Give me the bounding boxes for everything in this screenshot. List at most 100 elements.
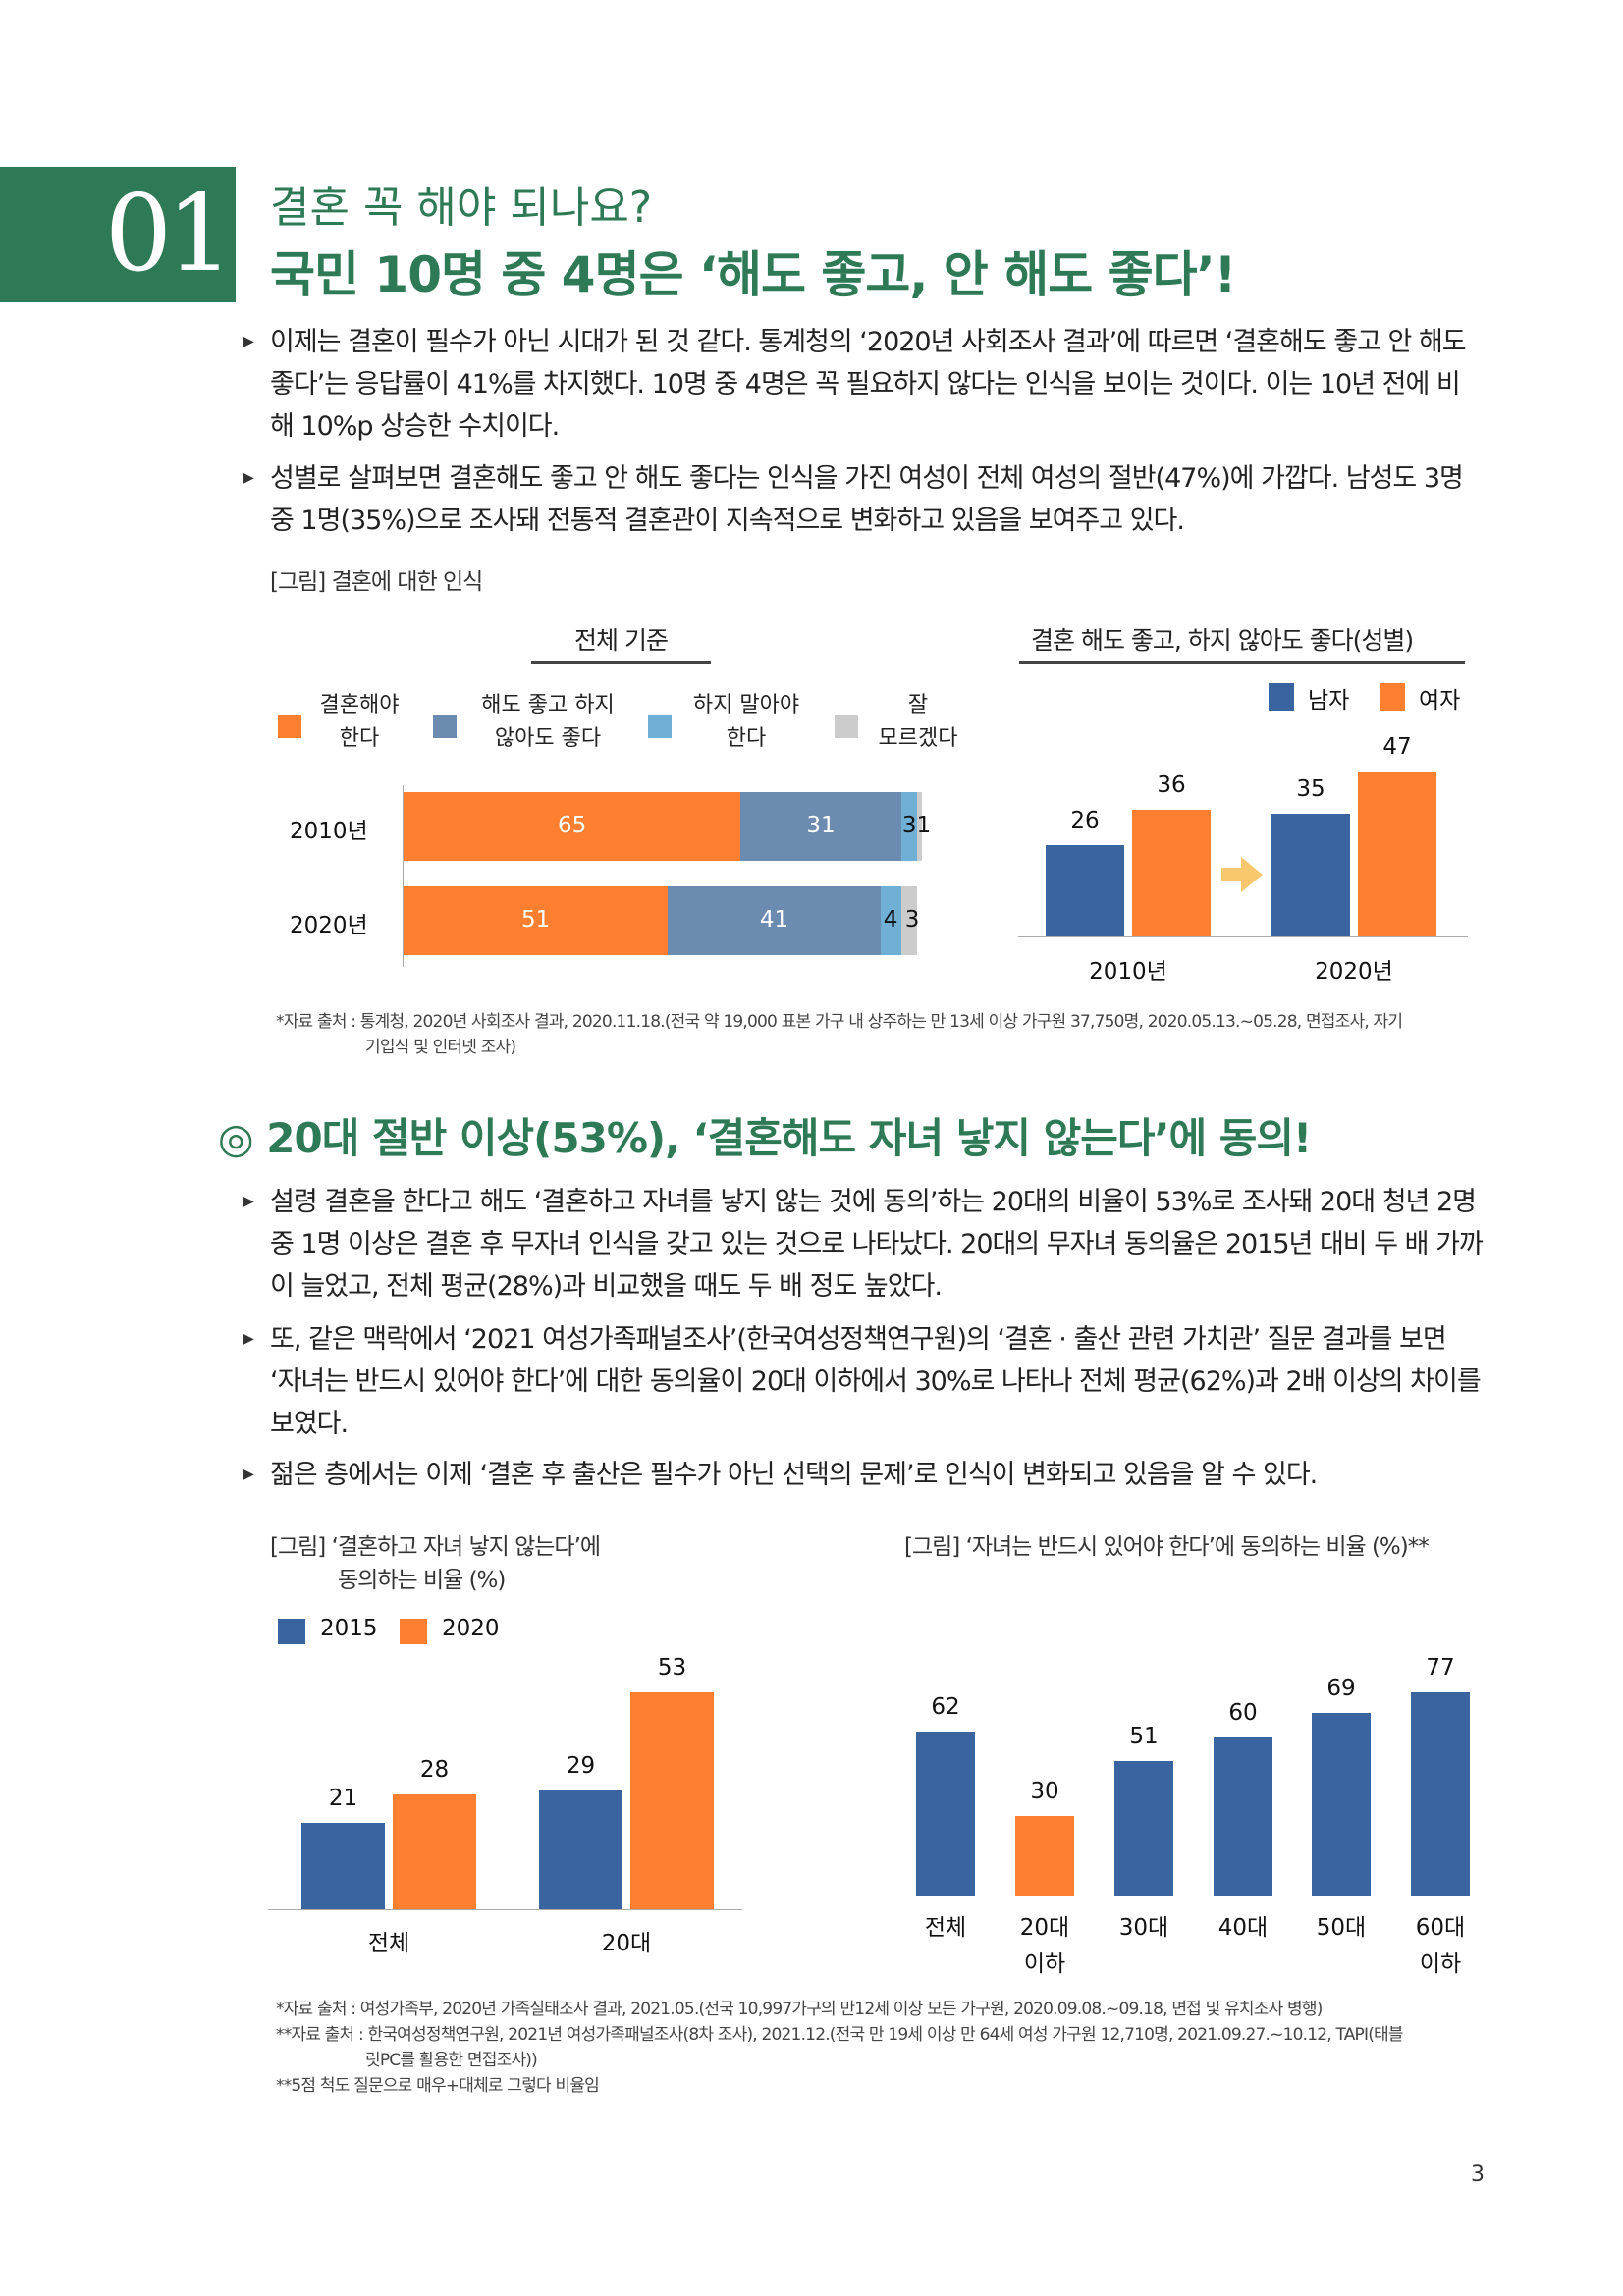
bar-segment	[900, 886, 917, 955]
bar	[1411, 1691, 1470, 1896]
data-label: 77	[1426, 1654, 1455, 1681]
category-label: 2020년	[1315, 959, 1393, 985]
paragraph-text: 설령 결혼을 한다고 해도 ‘결혼하고 자녀를 낳지 않는 것에 동의’하는 2…	[270, 1187, 1484, 1302]
source-note: **5점 척도 질문으로 매우+대체로 그렇다 비율임	[276, 2076, 600, 2096]
section-number-box: 01	[0, 167, 236, 302]
category-label-line: 전체	[924, 1915, 967, 1941]
chart2-title: 결혼 해도 좋고, 하지 않아도 좋다(성별)	[1031, 626, 1414, 655]
data-label: 35	[1296, 775, 1325, 802]
bar	[1358, 771, 1436, 936]
data-label: 29	[566, 1753, 596, 1780]
x-axis	[1018, 936, 1468, 937]
bar	[1214, 1736, 1272, 1896]
data-label: 51	[520, 907, 551, 933]
category-label-line: 40대	[1217, 1915, 1269, 1941]
bar	[1312, 1713, 1371, 1896]
data-label: 31	[806, 813, 836, 838]
section2-heading-text: 20대 절반 이상(53%), ‘결혼해도 자녀 낳지 않는다’에 동의!	[266, 1114, 1312, 1162]
bullet-icon: ▶	[243, 470, 254, 486]
legend-swatch	[835, 715, 858, 738]
section-number: 01	[104, 173, 234, 295]
y-axis	[403, 785, 404, 967]
category-label-line: 이하	[1023, 1951, 1066, 1977]
category-label: 50대	[1292, 1910, 1390, 1947]
divider	[1019, 661, 1465, 664]
legend-swatch	[400, 1619, 427, 1644]
category-label-line: 이하	[1419, 1951, 1462, 1977]
bar-segment	[900, 792, 917, 861]
page-number: 3	[1471, 2163, 1485, 2187]
bar	[393, 1794, 476, 1909]
category-label-line: 60대	[1415, 1915, 1466, 1941]
data-label: 65	[557, 813, 587, 838]
data-label: 47	[1382, 733, 1412, 760]
bar	[1271, 813, 1350, 936]
bar-segment	[668, 886, 881, 955]
legend-swatch	[278, 715, 301, 738]
paragraph: ▶ 설령 결혼을 한다고 해도 ‘결혼하고 자녀를 낳지 않는 것에 동의’하는 …	[243, 1181, 1484, 1308]
category-label: 전체	[896, 1910, 995, 1947]
figure-caption: [그림] ‘자녀는 반드시 있어야 한다’에 동의하는 비율 (%)**	[904, 1534, 1430, 1560]
legend-swatch	[278, 1619, 305, 1644]
bar-segment	[880, 886, 901, 955]
category-label: 2010년	[290, 819, 368, 844]
bar-segment	[740, 792, 901, 861]
source-note: 기입식 및 인터넷 조사)	[365, 1038, 516, 1057]
data-label: 69	[1326, 1676, 1356, 1702]
bullet-icon: ▶	[243, 334, 254, 349]
paragraph-text: 이제는 결혼이 필수가 아닌 시대가 된 것 같다. 통계청의 ‘2020년 사…	[270, 327, 1467, 442]
paragraph: ▶ 또, 같은 맥락에서 ‘2021 여성가족패널조사’(한국여성정책연구원)의 …	[243, 1318, 1483, 1445]
figure-caption: 동의하는 비율 (%)	[338, 1568, 506, 1593]
legend-label: 여자	[1419, 688, 1461, 714]
source-note: *자료 출처 : 통계청, 2020년 사회조사 결과, 2020.11.18.…	[276, 1012, 1403, 1032]
category-label: 2020년	[290, 913, 368, 938]
source-note: *자료 출처 : 여성가족부, 2020년 가족실태조사 결과, 2021.05…	[276, 2000, 1323, 2019]
divider	[531, 661, 711, 664]
paragraph-text: 젊은 층에서는 이제 ‘결혼 후 출산은 필수가 아닌 선택의 문제’로 인식이…	[270, 1460, 1318, 1490]
data-label: 41	[759, 907, 789, 933]
legend-label-line: 해도 좋고 하지	[481, 693, 615, 718]
bullet-icon: ▶	[243, 1467, 254, 1482]
category-label: 30대	[1095, 1910, 1193, 1947]
x-axis	[268, 1909, 742, 1910]
data-label: 62	[931, 1694, 960, 1721]
paragraph: ▶ 이제는 결혼이 필수가 아닌 시대가 된 것 같다. 통계청의 ‘2020년 …	[243, 321, 1483, 448]
bar	[539, 1790, 622, 1909]
data-label: 28	[419, 1757, 450, 1784]
legend-label: 2015	[320, 1616, 378, 1641]
data-label: 30	[1030, 1779, 1059, 1805]
section2-heading: ◎ 20대 절반 이상(53%), ‘결혼해도 자녀 낳지 않는다’에 동의!	[218, 1105, 1312, 1165]
legend-swatch	[1269, 683, 1294, 711]
data-label: 21	[328, 1786, 358, 1812]
page-title: 국민 10명 중 4명은 ‘해도 좋고, 안 해도 좋다’!	[270, 246, 1236, 303]
bar	[630, 1691, 714, 1909]
category-label: 20대	[601, 1931, 652, 1956]
bar-segment	[916, 792, 922, 861]
legend-swatch	[433, 715, 457, 738]
bar-segment	[404, 792, 741, 861]
bar	[301, 1823, 385, 1909]
data-label: 51	[1129, 1723, 1159, 1749]
data-label-small: 4 3	[883, 907, 920, 933]
legend-label: 남자	[1308, 688, 1350, 714]
legend-label-line: 잘	[907, 693, 929, 718]
bullet-icon: ▶	[243, 1331, 254, 1347]
legend-swatch	[648, 715, 672, 738]
arrow-right-icon	[1221, 857, 1263, 892]
bar	[1015, 1816, 1074, 1896]
data-label-small: 31	[901, 813, 932, 838]
figure-caption: [그림] 결혼에 대한 인식	[270, 569, 483, 595]
bar	[1132, 810, 1211, 936]
legend-label-line: 결혼해야	[319, 693, 400, 718]
bar-segment	[404, 886, 669, 955]
double-circle-icon: ◎	[218, 1114, 254, 1162]
data-label: 26	[1070, 807, 1100, 833]
category-label-line: 20대	[1019, 1915, 1070, 1941]
legend-label-line: 모르겠다	[878, 726, 958, 751]
paragraph: ▶ 젊은 층에서는 이제 ‘결혼 후 출산은 필수가 아닌 선택의 문제’로 인식…	[243, 1454, 1483, 1496]
legend-label-line: 한다	[726, 726, 767, 751]
data-label: 36	[1157, 773, 1186, 799]
legend-label-line: 한다	[339, 726, 380, 751]
